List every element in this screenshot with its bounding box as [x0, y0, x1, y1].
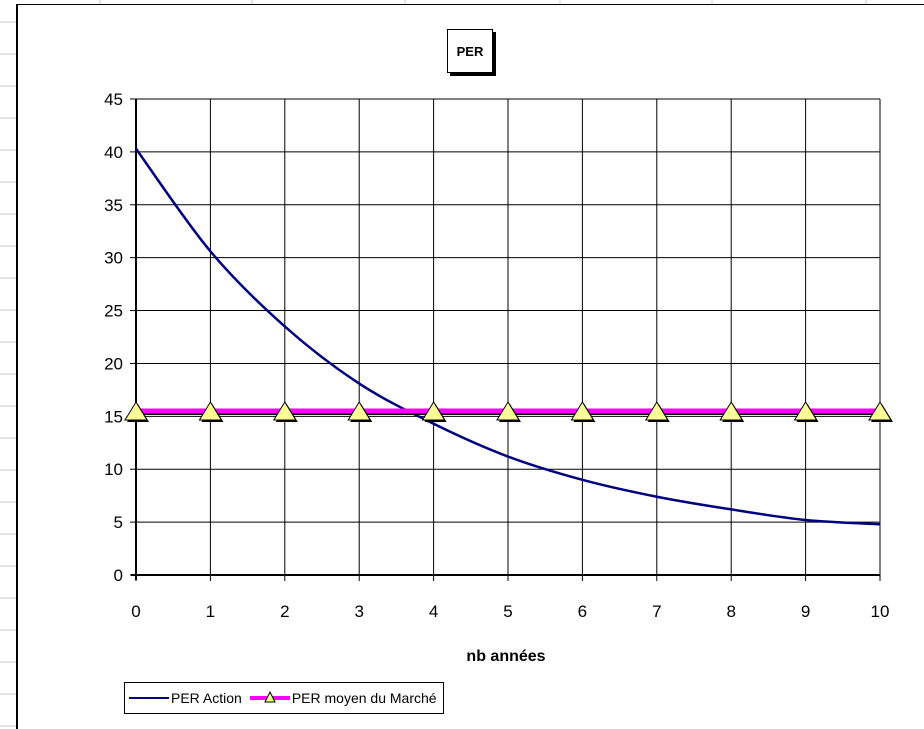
- data-point-marker: [496, 401, 520, 421]
- x-axis-ticks: 0 1 2 3 4 5 6 7 8 9 10: [131, 575, 889, 621]
- y-tick-label: 35: [104, 196, 123, 215]
- x-tick-label: 8: [726, 602, 735, 621]
- x-tick-label: 6: [578, 602, 587, 621]
- legend-swatch-per-action: [129, 697, 169, 699]
- y-tick-label: 45: [104, 90, 123, 109]
- data-point-marker: [124, 401, 148, 421]
- legend-swatch-per-moyen: [249, 691, 290, 703]
- x-tick-label: 1: [206, 602, 215, 621]
- x-tick-label: 4: [429, 602, 438, 621]
- legend-item-per-action: PER Action: [129, 690, 242, 706]
- x-tick-label: 10: [871, 602, 890, 621]
- data-point-marker: [421, 401, 446, 421]
- x-axis-title: nb années: [466, 648, 545, 665]
- data-point-marker: [868, 401, 892, 421]
- y-tick-label: 0: [114, 566, 123, 585]
- data-point-marker: [198, 401, 223, 421]
- y-tick-label: 40: [104, 143, 123, 162]
- legend-label-per-action: PER Action: [171, 690, 242, 706]
- y-tick-label: 30: [104, 249, 123, 268]
- x-tick-label: 7: [652, 602, 661, 621]
- data-point-marker: [272, 401, 297, 421]
- x-tick-label: 0: [131, 602, 140, 621]
- data-point-marker: [570, 401, 595, 421]
- data-point-marker: [347, 401, 372, 421]
- legend-item-per-moyen: PER moyen du Marché: [249, 690, 437, 706]
- y-tick-label: 20: [104, 354, 123, 373]
- y-tick-label: 25: [104, 302, 123, 321]
- y-tick-label: 15: [104, 407, 123, 426]
- grid-lines: [131, 98, 881, 580]
- chart-area[interactable]: [16, 4, 924, 729]
- data-point-marker: [793, 401, 818, 421]
- data-point-marker: [644, 401, 669, 421]
- x-tick-label: 3: [354, 602, 363, 621]
- data-point-marker: [719, 401, 744, 421]
- legend-label-per-moyen: PER moyen du Marché: [291, 690, 437, 706]
- y-axis-ticks: 0 5 10 15 20 25 30 35 40 45: [104, 90, 136, 585]
- series-lines: [124, 147, 893, 526]
- y-tick-label: 5: [114, 513, 123, 532]
- x-tick-label: 2: [280, 602, 289, 621]
- chart-legend[interactable]: PER Action PER moyen du Marché: [124, 682, 444, 714]
- y-tick-label: 10: [104, 460, 123, 479]
- series-line-per-action: [134, 147, 881, 526]
- x-tick-label: 5: [503, 602, 512, 621]
- x-tick-label: 9: [801, 602, 810, 621]
- chart-title[interactable]: PER: [447, 29, 493, 73]
